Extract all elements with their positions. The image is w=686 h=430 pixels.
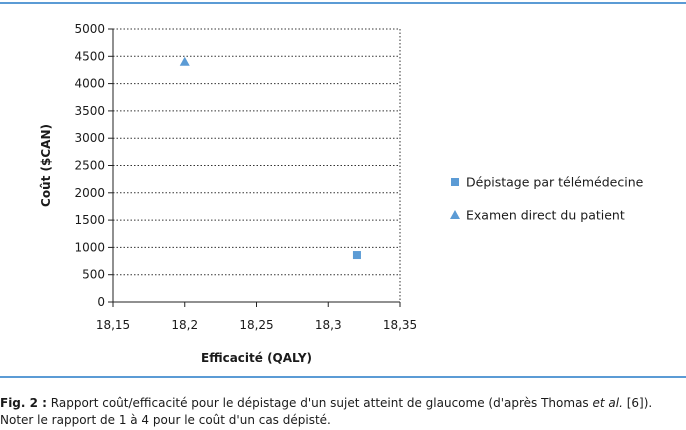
y-tick-label-4000: 4000 (74, 77, 105, 91)
scatter-chart: 0 500 1000 1500 2000 2500 3000 3500 4000 4500 5000… (39, 22, 644, 365)
y-tick-label-1500: 1500 (74, 213, 105, 227)
caption-text-after: [6]). Noter le rapport de 1 à 4 pour le … (0, 396, 653, 427)
legend-label-square: Dépistage par télémédecine (466, 175, 644, 190)
y-tick-label-0: 0 (97, 295, 105, 309)
y-tick-label-2000: 2000 (74, 186, 105, 200)
x-tick-label-18,2: 18,2 (171, 318, 198, 332)
y-tick-label-500: 500 (82, 268, 105, 282)
y-tick-label-4500: 4500 (74, 49, 105, 63)
legend-marker-triangle (450, 210, 460, 219)
y-tick-label-1000: 1000 (74, 240, 105, 254)
x-tick-label-18,3: 18,3 (315, 318, 342, 332)
figure-caption: Fig. 2 : Rapport coût/efficacité pour le… (0, 395, 686, 429)
data-point-square-0 (352, 251, 361, 260)
chart-frame: 0 500 1000 1500 2000 2500 3000 3500 4000 4500 5000… (0, 2, 686, 378)
y-axis-title: Coût ($CAN) (39, 124, 53, 207)
legend-marker-square (451, 178, 459, 186)
x-tick-label-18,35: 18,35 (383, 318, 417, 332)
x-axis-title: Efficacité (QALY) (201, 351, 312, 365)
y-tick-label-5000: 5000 (74, 22, 105, 36)
x-tick-label-18,15: 18,15 (96, 318, 130, 332)
caption-italic: et al. (592, 396, 623, 410)
y-tick-label-3500: 3500 (74, 104, 105, 118)
y-tick-label-3000: 3000 (74, 131, 105, 145)
figure-label: Fig. 2 : (0, 396, 47, 410)
data-point-triangle-0 (179, 56, 190, 66)
x-tick-label-18,25: 18,25 (239, 318, 273, 332)
legend-label-triangle: Examen direct du patient (466, 208, 625, 223)
y-tick-label-2500: 2500 (74, 159, 105, 173)
caption-text-before: Rapport coût/efficacité pour le dépistag… (46, 396, 593, 410)
